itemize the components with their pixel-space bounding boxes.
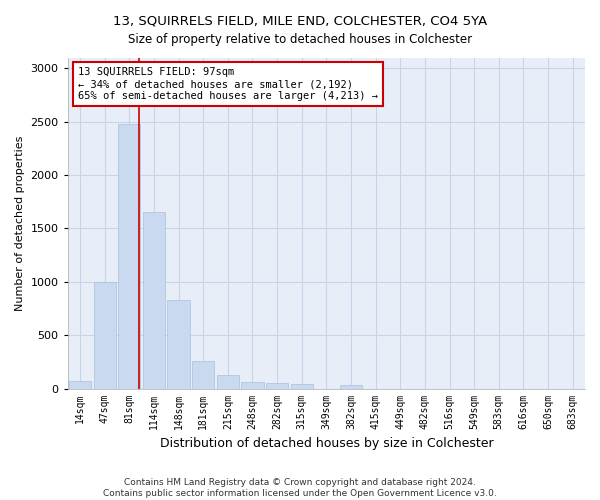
Bar <box>241 382 263 388</box>
Text: 13, SQUIRRELS FIELD, MILE END, COLCHESTER, CO4 5YA: 13, SQUIRRELS FIELD, MILE END, COLCHESTE… <box>113 15 487 28</box>
Bar <box>340 386 362 388</box>
Bar <box>192 361 214 388</box>
Bar <box>94 282 116 389</box>
Bar <box>143 212 165 388</box>
Bar <box>290 384 313 388</box>
Bar <box>167 300 190 388</box>
Bar <box>217 374 239 388</box>
Bar <box>118 124 140 388</box>
Text: Size of property relative to detached houses in Colchester: Size of property relative to detached ho… <box>128 32 472 46</box>
Y-axis label: Number of detached properties: Number of detached properties <box>15 136 25 310</box>
Text: Contains HM Land Registry data © Crown copyright and database right 2024.
Contai: Contains HM Land Registry data © Crown c… <box>103 478 497 498</box>
Text: 13 SQUIRRELS FIELD: 97sqm
← 34% of detached houses are smaller (2,192)
65% of se: 13 SQUIRRELS FIELD: 97sqm ← 34% of detac… <box>78 68 378 100</box>
Bar <box>69 381 91 388</box>
Bar <box>266 383 288 388</box>
X-axis label: Distribution of detached houses by size in Colchester: Distribution of detached houses by size … <box>160 437 493 450</box>
